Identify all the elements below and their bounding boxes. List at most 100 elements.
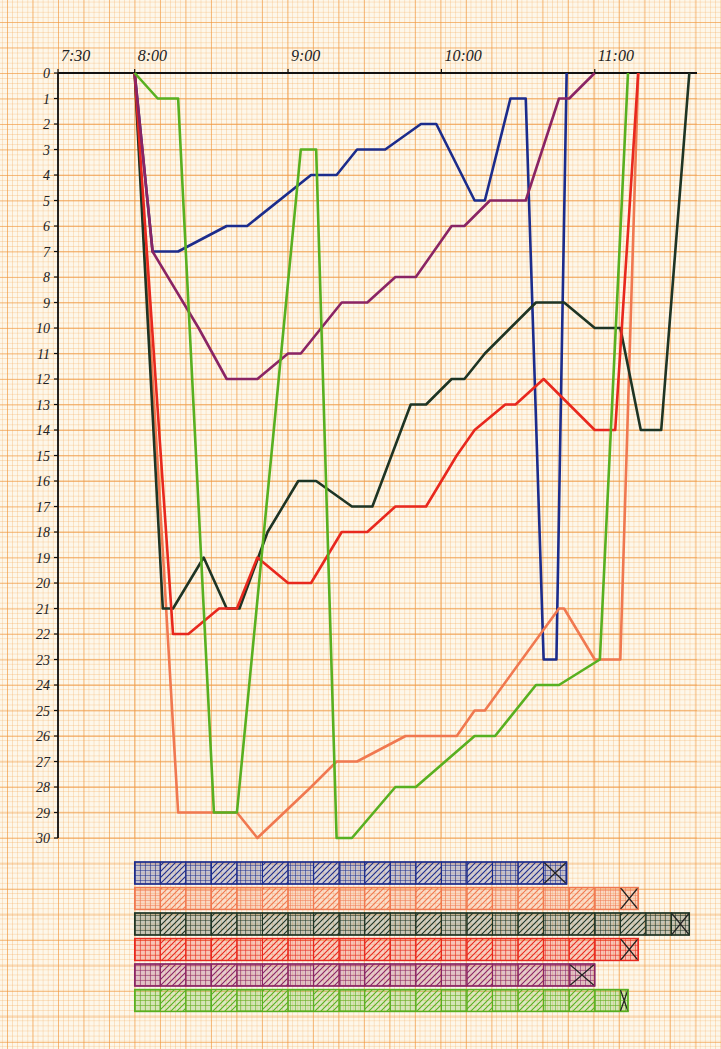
grid-line [58, 506, 697, 507]
grid-line [58, 838, 697, 839]
strip-block [493, 888, 519, 910]
strip-block [237, 964, 263, 986]
y-tick-label: 10 [36, 321, 50, 336]
strip-outline [135, 862, 567, 884]
y-tick-label: 20 [36, 576, 50, 591]
strip-block [620, 888, 638, 910]
grid-line [58, 226, 697, 227]
strip-block [441, 964, 467, 986]
strip-block [569, 990, 595, 1012]
grid-line [58, 583, 697, 584]
y-tick-label: 21 [36, 602, 50, 617]
y-tick-label: 26 [36, 729, 50, 744]
y-tick-label: 12 [36, 372, 50, 387]
strip-block [467, 888, 493, 910]
strip-block [237, 990, 263, 1012]
strip-block [544, 939, 570, 961]
strip-block [569, 939, 595, 961]
y-tick-label: 9 [43, 296, 50, 311]
strip-block [544, 964, 570, 986]
strip-block [544, 990, 570, 1012]
y-tick [54, 174, 58, 175]
strip-block [518, 888, 544, 910]
lines [135, 73, 690, 838]
x-axis [58, 72, 697, 74]
strip-block [186, 862, 212, 884]
y-tick [54, 761, 58, 762]
strip-block [237, 913, 263, 935]
strip-block [186, 913, 212, 935]
y-tick [54, 404, 58, 405]
strip-block [365, 964, 391, 986]
strip-block [441, 888, 467, 910]
y-tick-label: 30 [35, 831, 50, 846]
strip-block [467, 913, 493, 935]
y-tick-label: 19 [36, 551, 50, 566]
grid-line [58, 175, 697, 176]
y-tick [54, 506, 58, 507]
grid-line [58, 761, 697, 762]
strip-block [416, 939, 442, 961]
strip-block [416, 990, 442, 1012]
strip-block [416, 913, 442, 935]
y-tick [54, 812, 58, 813]
x-tick [134, 69, 135, 73]
strip-block [569, 913, 595, 935]
strip-block [135, 888, 161, 910]
strip-block [339, 888, 365, 910]
strip-block [620, 913, 646, 935]
strip-block [314, 913, 340, 935]
strip-block [416, 964, 442, 986]
y-tick [54, 786, 58, 787]
strip-block [493, 913, 519, 935]
strip-block [314, 964, 340, 986]
strip-block [314, 990, 340, 1012]
strip-block [211, 964, 237, 986]
y-tick [54, 582, 58, 583]
grid-line [58, 532, 697, 533]
strip-block [620, 939, 638, 961]
y-tick-label: 22 [36, 627, 50, 642]
y-tick-label: 29 [36, 806, 50, 821]
y-tick [54, 557, 58, 558]
strip-block [288, 939, 314, 961]
x-tick [57, 69, 58, 73]
y-tick-label: 14 [36, 423, 50, 438]
strip-block [160, 913, 186, 935]
strip-block [467, 990, 493, 1012]
y-tick [54, 200, 58, 201]
x-tick-label: 7:30 [61, 47, 90, 64]
strip-block [441, 862, 467, 884]
strip-block [186, 939, 212, 961]
strip-block [544, 862, 567, 884]
strip-block [288, 913, 314, 935]
x-tick [594, 69, 595, 73]
y-tick [54, 378, 58, 379]
y-tick [54, 98, 58, 99]
strip-block [262, 939, 288, 961]
strip-block [135, 862, 161, 884]
strip-block [441, 913, 467, 935]
duration-strip [135, 913, 690, 935]
grid-line [58, 557, 697, 558]
strip-block [365, 913, 391, 935]
y-tick [54, 608, 58, 609]
strip-block [595, 939, 621, 961]
grid-line [58, 787, 697, 788]
grid-line [594, 73, 595, 838]
y-tick [54, 735, 58, 736]
strip-block [365, 990, 391, 1012]
y-tick-label: 23 [36, 653, 50, 668]
grid-line [288, 73, 289, 838]
duration-strip [135, 888, 639, 910]
strip-block [518, 990, 544, 1012]
strip-block [671, 913, 689, 935]
strip-block [288, 990, 314, 1012]
grid-line [58, 481, 697, 482]
y-tick-label: 6 [43, 219, 50, 234]
y-tick-label: 16 [36, 474, 50, 489]
x-tick-label: 8:00 [138, 47, 167, 64]
strip-end-mark [620, 990, 628, 1012]
grid-line [134, 73, 135, 838]
strip-block [493, 862, 519, 884]
